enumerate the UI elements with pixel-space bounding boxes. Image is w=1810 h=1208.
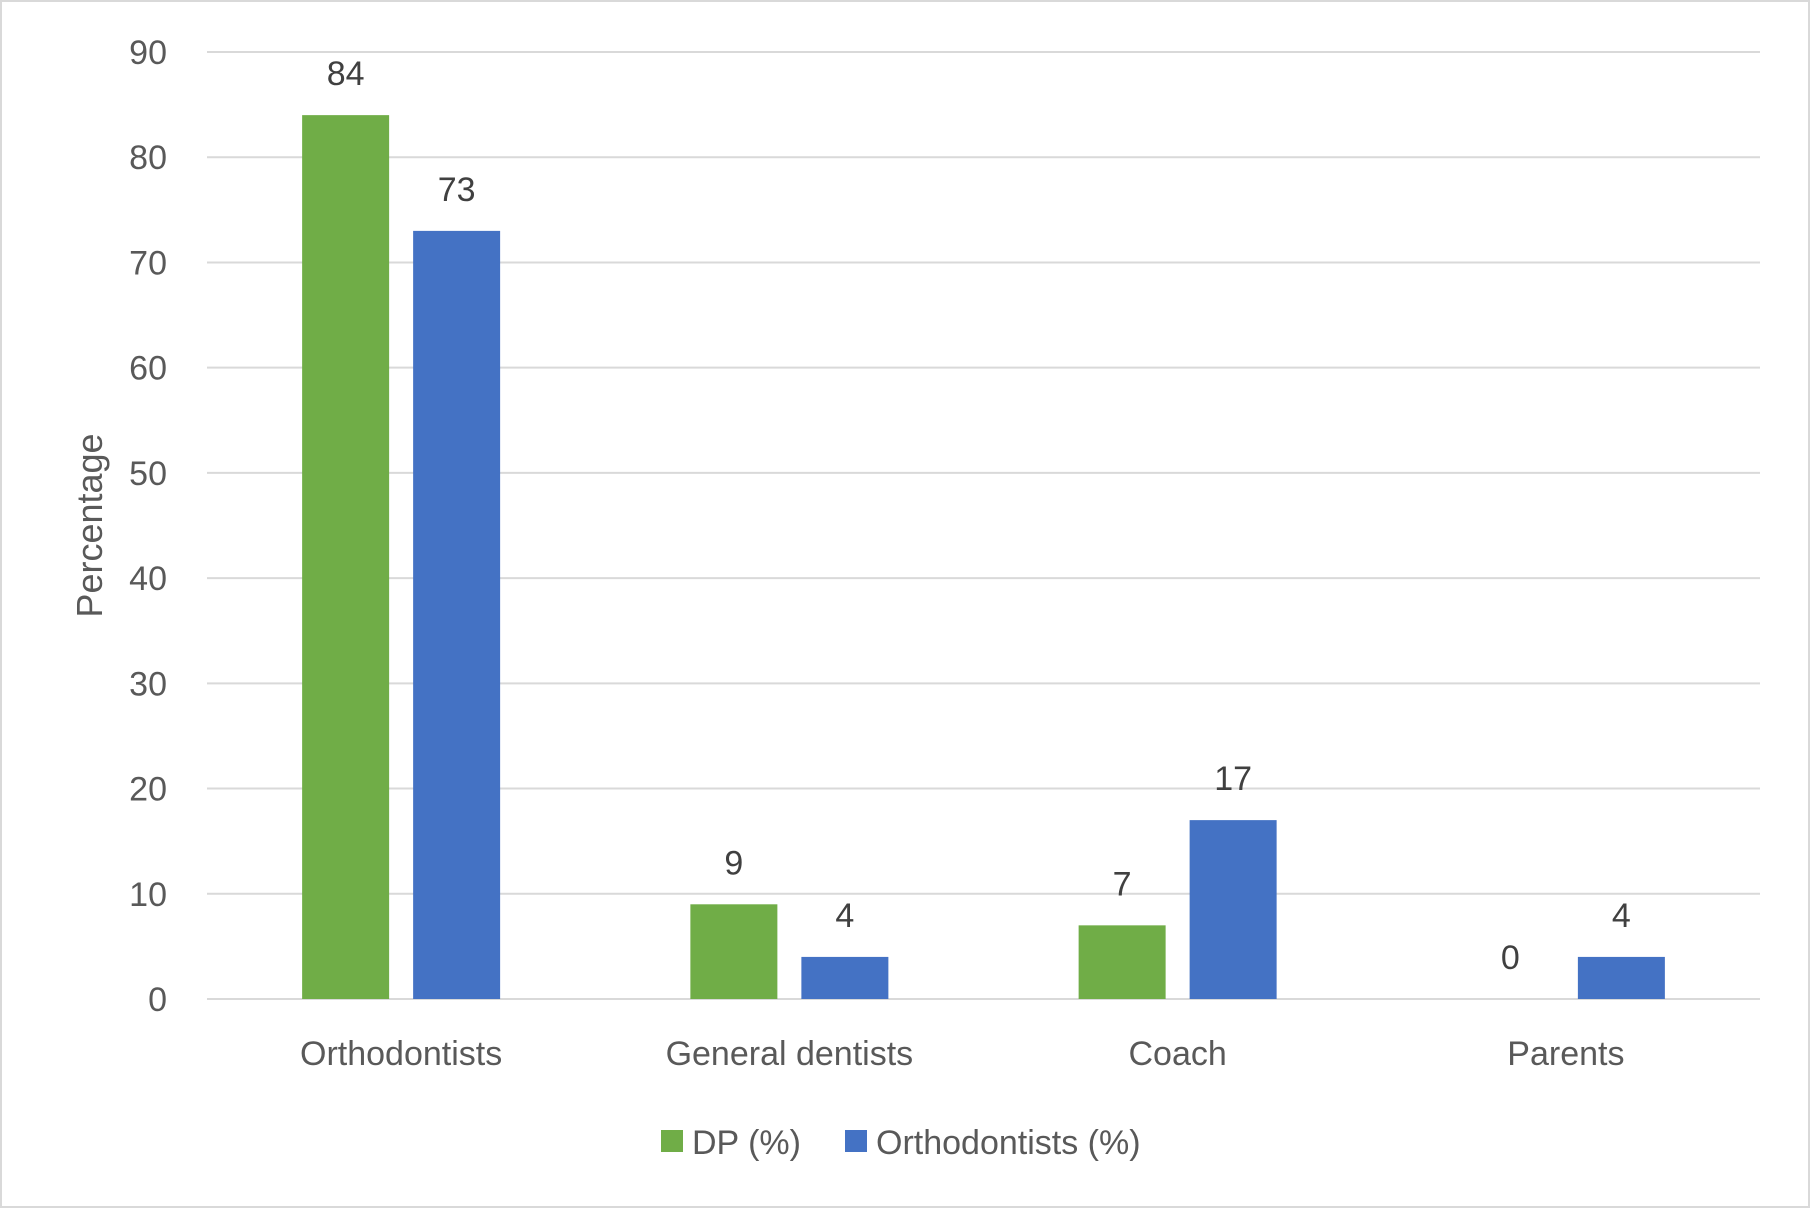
y-tick-label: 40 bbox=[129, 560, 167, 598]
legend-swatch bbox=[661, 1130, 683, 1152]
y-tick-label: 60 bbox=[129, 350, 167, 388]
legend: DP (%) Orthodontists (%) bbox=[661, 1124, 1141, 1162]
bar bbox=[1078, 925, 1166, 999]
y-tick-label: 20 bbox=[129, 771, 167, 809]
x-category-label: General dentists bbox=[666, 1035, 914, 1073]
bar bbox=[801, 956, 889, 999]
y-tick-label: 50 bbox=[129, 455, 167, 493]
x-category-label: Parents bbox=[1507, 1035, 1624, 1073]
x-category-label: Coach bbox=[1128, 1035, 1226, 1073]
data-label: 4 bbox=[835, 897, 854, 935]
bar bbox=[690, 904, 778, 999]
bar bbox=[1577, 956, 1665, 999]
bar bbox=[302, 115, 390, 1000]
bars bbox=[302, 115, 1665, 1000]
x-category-label: Orthodontists bbox=[300, 1035, 502, 1073]
data-label: 7 bbox=[1113, 865, 1132, 903]
y-axis-ticks: 0 10 20 30 40 50 60 70 80 90 bbox=[129, 34, 167, 1019]
y-axis-title: Percentage bbox=[69, 433, 110, 617]
bar bbox=[413, 230, 501, 999]
data-label: 0 bbox=[1501, 939, 1520, 977]
y-tick-label: 90 bbox=[129, 34, 167, 72]
y-tick-label: 0 bbox=[148, 981, 167, 1019]
data-label: 17 bbox=[1214, 760, 1252, 798]
data-label: 73 bbox=[438, 171, 476, 209]
legend-label: DP (%) bbox=[692, 1124, 801, 1162]
x-axis-categories: Orthodontists General dentists Coach Parent… bbox=[300, 1035, 1624, 1073]
y-tick-label: 10 bbox=[129, 876, 167, 914]
data-label: 4 bbox=[1612, 897, 1631, 935]
data-labels: 84 73 9 4 7 17 0 4 bbox=[327, 55, 1631, 977]
data-label: 9 bbox=[724, 844, 743, 882]
legend-label: Orthodontists (%) bbox=[876, 1124, 1141, 1162]
y-tick-label: 30 bbox=[129, 665, 167, 703]
data-label: 84 bbox=[327, 55, 365, 93]
bar bbox=[1189, 820, 1277, 999]
y-tick-label: 70 bbox=[129, 244, 167, 282]
legend-swatch bbox=[845, 1130, 867, 1152]
y-tick-label: 80 bbox=[129, 139, 167, 177]
